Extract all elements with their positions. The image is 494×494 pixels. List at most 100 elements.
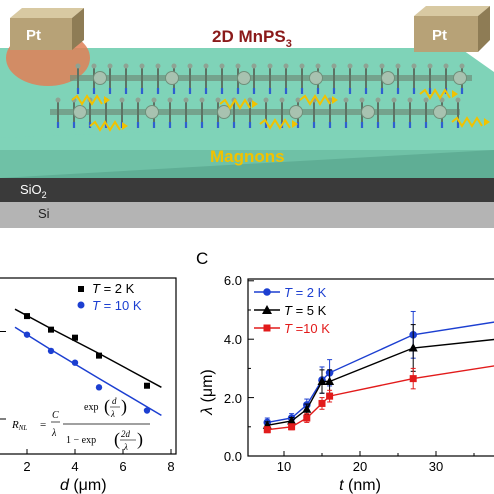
lattice-atom — [411, 63, 417, 69]
b-point-10k — [23, 331, 31, 338]
c-series-line-1 — [267, 338, 494, 426]
legend-label-c-2k: T = 2 K — [284, 285, 327, 300]
magnon-arrowhead-5 — [452, 90, 458, 98]
c-point-10k — [409, 375, 417, 383]
lattice-atom — [187, 63, 193, 69]
lattice-atom — [379, 63, 385, 69]
c-point-5k — [408, 342, 418, 352]
b-point-2k — [96, 352, 102, 359]
b-point-10k — [71, 359, 79, 366]
c-ytick-0: 0.0 — [224, 449, 242, 464]
lattice-atom — [331, 63, 337, 69]
panel-c: C 6.0 4.0 2.0 0.0 λ (μm) 10 20 30 t (nm)… — [196, 249, 494, 494]
lattice-atom — [295, 97, 301, 103]
b-fit-line-0 — [14, 308, 162, 388]
lattice-atom — [251, 63, 257, 69]
lattice-atom — [267, 63, 273, 69]
legend-label-c-10k: T =10 K — [284, 321, 330, 336]
mn-ion — [93, 71, 107, 85]
lattice-atom — [343, 97, 349, 103]
b-xtick-6: 6 — [119, 459, 126, 474]
c-series-line-0 — [267, 321, 494, 424]
svg-text:): ) — [121, 396, 127, 417]
mnps3-lattice — [50, 63, 490, 132]
magnon-arrowhead-1 — [122, 122, 128, 130]
pt-label-right: Pt — [432, 27, 447, 44]
c-point-10k — [288, 423, 296, 431]
magnons-label: Magnons — [210, 147, 285, 166]
lattice-atom — [215, 97, 221, 103]
lattice-atom — [119, 97, 125, 103]
panel-c-plot — [248, 280, 494, 457]
c-xtick-10: 10 — [277, 459, 291, 474]
pt-electrode-left — [6, 8, 90, 86]
lattice-atom — [315, 63, 321, 69]
b-point-2k — [72, 334, 78, 341]
magnon-wave-1 — [89, 120, 121, 132]
magnon-arrowhead-3 — [292, 120, 298, 128]
lattice-atom — [455, 97, 461, 103]
mn-ion — [453, 71, 467, 85]
formula-eq: = — [40, 419, 46, 431]
lattice-atom — [135, 97, 141, 103]
mn-ion — [309, 71, 323, 85]
material-title: 2D MnPS3 — [212, 27, 292, 50]
svg-text:(: ( — [114, 429, 120, 450]
c-ytick-4: 4.0 — [224, 332, 242, 347]
legend-marker-10k — [77, 301, 85, 309]
legend-label-2k: T = 2 K — [92, 281, 135, 296]
lattice-atom — [235, 63, 241, 69]
magnon-arrowhead-6 — [484, 118, 490, 126]
lattice-atom — [219, 63, 225, 69]
lattice-layer-1 — [50, 109, 460, 115]
panel-b-legend: T = 2 K T = 10 K — [77, 281, 142, 313]
formula-frac1-den: λ — [110, 409, 115, 419]
panel-c-frame — [247, 278, 494, 457]
formula-lhs: RNL — [11, 419, 27, 432]
b-xtick-8: 8 — [167, 459, 174, 474]
svg-text:): ) — [137, 429, 143, 450]
lattice-atom — [199, 97, 205, 103]
lattice-atom — [391, 97, 397, 103]
lattice-atom — [443, 63, 449, 69]
lattice-atom — [423, 97, 429, 103]
b-xtick-2: 2 — [23, 459, 30, 474]
lattice-atom — [75, 63, 81, 69]
fit-formula: RNL = C λ exp ( d λ ) 1 − exp ( 2d λ ) — [11, 396, 150, 452]
mn-ion — [381, 71, 395, 85]
lattice-atom — [407, 97, 413, 103]
schematic-panel: Pt Pt 2D MnPS3 Magnons SiO2 Si — [0, 0, 494, 228]
lattice-atom — [123, 63, 129, 69]
magnon-arrowhead-0 — [104, 96, 110, 104]
sio2-layer — [0, 178, 494, 202]
magnon-wave-5 — [419, 88, 451, 100]
magnon-arrowhead-4 — [332, 96, 338, 104]
lattice-atom — [155, 63, 161, 69]
magnon-wave-4 — [299, 94, 331, 106]
b-point-10k — [143, 407, 151, 414]
c-ytick-6: 6.0 — [224, 273, 242, 288]
panel-c-legend: T = 2 K T = 5 K T =10 K — [254, 285, 330, 336]
lattice-atom — [167, 97, 173, 103]
formula-frac2-den: λ — [123, 442, 128, 452]
legend-label-c-5k: T = 5 K — [284, 303, 327, 318]
formula-frac1-num: d — [112, 396, 117, 406]
c-series-line-2 — [267, 365, 494, 431]
b-point-2k — [144, 382, 150, 389]
lattice-atom — [283, 63, 289, 69]
magnon-arrowhead-2 — [252, 100, 258, 108]
lattice-atom — [183, 97, 189, 103]
sio2-label: SiO2 — [20, 182, 47, 200]
c-point-5k — [325, 376, 335, 386]
formula-frac2-num: 2d — [121, 429, 131, 439]
b-point-2k — [24, 313, 30, 320]
formula-lambda: λ — [51, 428, 57, 439]
b-xlabel: d (μm) — [60, 477, 107, 494]
mn-ion — [289, 105, 303, 119]
pt-label-left: Pt — [26, 27, 41, 44]
mn-ion — [217, 105, 231, 119]
lattice-atom — [151, 97, 157, 103]
lattice-atom — [359, 97, 365, 103]
formula-exp1: exp — [84, 402, 98, 413]
